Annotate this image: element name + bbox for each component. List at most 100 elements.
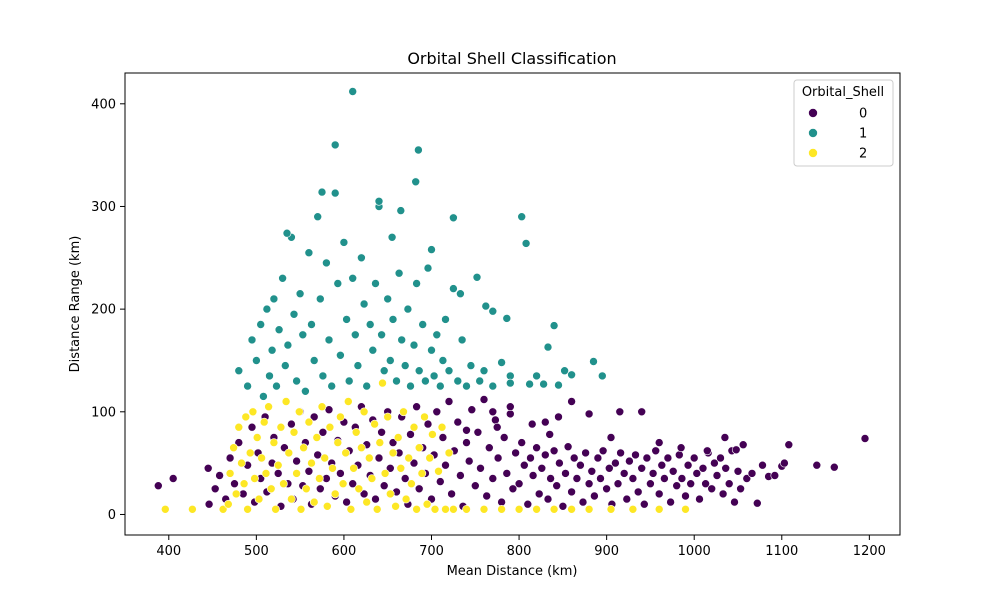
data-point — [280, 361, 290, 370]
data-point — [257, 453, 266, 463]
data-point — [444, 397, 454, 406]
data-point — [488, 306, 498, 316]
data-point — [491, 415, 500, 425]
data-point — [393, 433, 403, 442]
data-point — [372, 504, 382, 514]
y-axis: 0 100 200 300 400 — [91, 97, 125, 523]
data-point — [514, 504, 524, 514]
y-tick-label: 100 — [91, 405, 116, 420]
data-point — [467, 405, 477, 415]
data-point — [462, 504, 471, 514]
data-point — [230, 479, 239, 489]
data-point — [397, 335, 407, 345]
data-point — [328, 463, 337, 473]
data-point — [351, 427, 361, 437]
data-point — [346, 504, 356, 514]
data-point — [742, 474, 752, 483]
legend-marker — [808, 108, 818, 118]
data-point — [666, 497, 675, 507]
data-point — [733, 466, 743, 476]
data-point — [441, 315, 450, 324]
data-point — [368, 345, 378, 355]
data-point — [758, 460, 767, 470]
data-point — [695, 494, 704, 504]
data-point — [391, 501, 400, 511]
data-point — [422, 499, 432, 509]
data-point — [602, 484, 611, 494]
series-2 — [161, 378, 690, 514]
data-point — [660, 474, 669, 483]
data-point — [322, 501, 332, 511]
x-axis-title: Mean Distance (km) — [447, 564, 578, 579]
data-point — [239, 479, 249, 489]
data-point — [453, 376, 463, 386]
data-point — [597, 371, 607, 381]
y-axis-title: Distance Range (km) — [68, 236, 83, 373]
data-point — [312, 433, 322, 442]
data-point — [554, 380, 563, 390]
data-point — [348, 87, 358, 96]
data-point — [716, 453, 725, 463]
data-point — [473, 427, 483, 437]
data-point — [388, 448, 398, 458]
data-point — [672, 481, 682, 491]
data-point — [265, 371, 274, 381]
y-tick-label: 200 — [91, 303, 116, 318]
data-point — [481, 301, 491, 311]
data-point — [567, 370, 576, 380]
data-point — [333, 438, 343, 447]
data-point — [377, 427, 386, 437]
data-point — [423, 419, 433, 429]
data-point — [348, 479, 358, 489]
points-layer — [154, 87, 870, 514]
data-point — [637, 407, 647, 417]
data-point — [628, 474, 638, 483]
data-point — [427, 345, 436, 355]
data-point — [587, 466, 597, 476]
data-point — [289, 427, 299, 437]
data-point — [540, 417, 550, 427]
data-point — [237, 458, 246, 468]
data-point — [549, 504, 559, 514]
data-point — [296, 504, 306, 514]
data-point — [770, 471, 780, 480]
data-point — [294, 407, 304, 417]
data-point — [336, 350, 345, 360]
data-point — [784, 440, 794, 450]
data-point — [549, 321, 559, 330]
data-point — [362, 381, 372, 391]
data-point — [517, 212, 527, 221]
data-point — [359, 299, 369, 309]
data-point — [676, 443, 686, 453]
data-point — [307, 320, 316, 329]
data-point — [692, 469, 702, 478]
data-point — [435, 381, 445, 391]
data-point — [519, 460, 529, 470]
data-point — [462, 381, 471, 391]
data-point — [505, 378, 515, 388]
data-point — [606, 504, 616, 514]
data-point — [654, 489, 664, 499]
data-point — [606, 433, 616, 442]
x-tick-label: 600 — [332, 544, 357, 559]
data-point — [353, 361, 363, 370]
data-point — [581, 448, 590, 458]
data-point — [304, 248, 314, 257]
data-point — [400, 474, 410, 483]
data-point — [479, 504, 489, 514]
data-point — [269, 438, 279, 447]
data-point — [637, 463, 647, 473]
data-point — [262, 304, 272, 314]
data-point — [488, 407, 498, 417]
data-point — [470, 481, 480, 491]
data-point — [532, 504, 541, 514]
data-point — [616, 448, 625, 458]
data-point — [362, 497, 372, 507]
data-point — [411, 177, 421, 187]
data-point — [215, 471, 224, 480]
data-point — [407, 479, 416, 489]
data-point — [654, 504, 664, 514]
data-point — [521, 239, 531, 248]
data-point — [371, 494, 380, 504]
data-point — [289, 309, 299, 319]
